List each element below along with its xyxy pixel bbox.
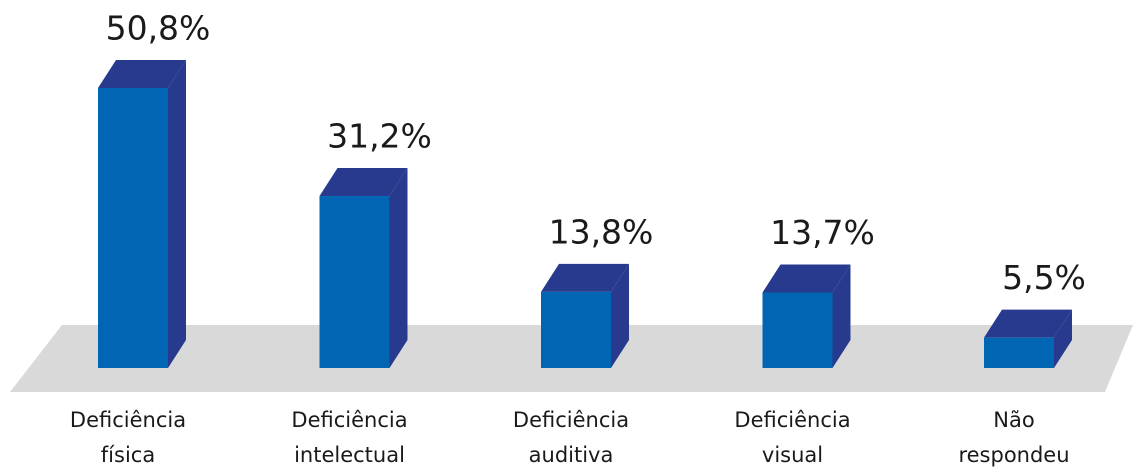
bar (319, 196, 390, 368)
x-tick-label: Deficiência (70, 408, 186, 432)
bar (984, 337, 1054, 368)
x-tick-label: auditiva (529, 443, 614, 467)
x-tick-label: visual (762, 443, 823, 467)
x-tick-label: Deficiência (513, 408, 629, 432)
value-label: 5,5% (1002, 258, 1086, 297)
bar-top (98, 60, 186, 88)
bar-side (611, 263, 629, 368)
x-tick-label: intelectual (294, 443, 405, 467)
bar-top (541, 263, 629, 292)
bar (762, 292, 833, 368)
bar-top (762, 264, 851, 293)
bar-side (168, 60, 186, 368)
x-tick-label: Não (993, 408, 1034, 432)
x-tick-label: respondeu (958, 443, 1069, 467)
value-label: 13,8% (549, 212, 654, 251)
bar-side (389, 168, 408, 368)
value-label: 31,2% (327, 117, 432, 156)
x-tick-label: física (101, 443, 155, 467)
bar-side (832, 264, 851, 368)
bar (98, 88, 168, 368)
bar-top (984, 309, 1072, 338)
value-label: 13,7% (770, 213, 875, 252)
x-tick-label: Deficiência (291, 408, 407, 432)
x-tick-label: Deficiência (734, 408, 850, 432)
value-label: 50,8% (106, 9, 211, 48)
bar-side (1054, 309, 1072, 368)
bar (541, 291, 611, 368)
bar-top (319, 168, 408, 197)
